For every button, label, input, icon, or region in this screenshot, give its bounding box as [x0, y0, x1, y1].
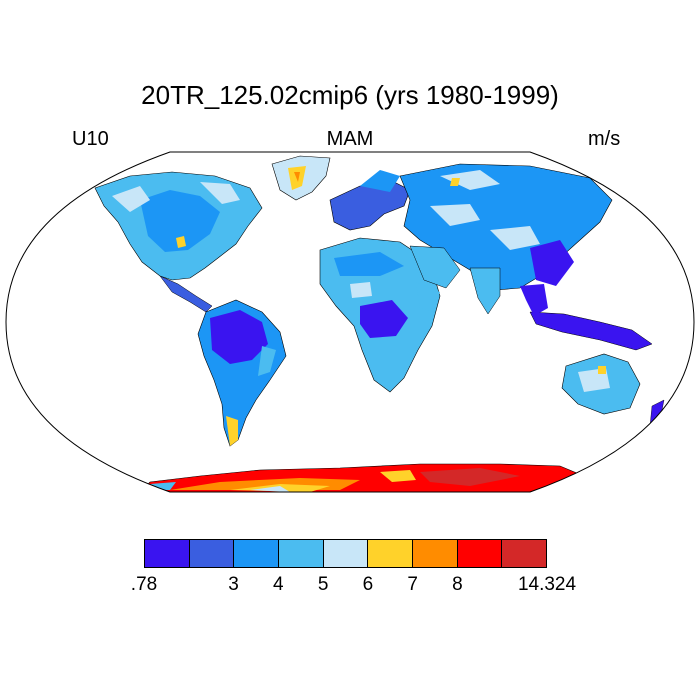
central-asia-light: [430, 204, 480, 226]
colorbar-box: [189, 540, 235, 567]
colorbar-tick-label: 5: [317, 574, 329, 595]
canada-high: [200, 182, 240, 204]
antarctica-yellow2: [380, 470, 416, 482]
colorbar-tick-label: 14.324: [517, 574, 577, 595]
sa-east: [258, 346, 276, 376]
scandinavia: [360, 170, 400, 192]
east-asia: [530, 240, 574, 286]
north-america-light: [112, 186, 150, 212]
units-label: m/s: [588, 128, 621, 150]
central-america: [159, 275, 213, 313]
arabia: [409, 245, 461, 289]
congo: [360, 300, 408, 338]
colorbar-box: [234, 540, 280, 567]
north-america-interior: [140, 190, 220, 252]
colorbar-tick-label: 3: [228, 574, 239, 595]
colorbar-box: [145, 540, 190, 567]
season-label: MAM: [326, 128, 374, 150]
siberia-yellow: [450, 178, 460, 186]
amazon: [210, 310, 268, 364]
sahara-light: [350, 282, 372, 298]
colorbar-box: [457, 540, 503, 567]
colorbar-tick-label: 6: [362, 574, 374, 595]
na-yellow: [176, 236, 186, 248]
colorbar-box: [368, 540, 414, 567]
indochina: [520, 284, 548, 316]
colorbar-box: [502, 540, 547, 567]
variable-label: U10: [72, 128, 109, 150]
india: [469, 267, 501, 315]
colorbar-tick-label: .78: [130, 574, 158, 595]
plot-title: 20TR_125.02cmip6 (yrs 1980-1999): [141, 80, 559, 110]
australia-yellow: [598, 366, 606, 374]
horn-of-africa: [416, 282, 440, 312]
colorbar-tick-label: 7: [407, 574, 418, 595]
colorbar-box: [279, 540, 324, 567]
sahara: [334, 252, 404, 276]
greenland-peak: [294, 172, 300, 182]
colorbar: [144, 539, 547, 568]
patagonia: [226, 416, 238, 446]
antarctica-light: [250, 486, 290, 492]
map-outline: [5, 151, 695, 493]
tibet-light: [490, 226, 540, 250]
colorbar-tick-label: 4: [273, 574, 284, 595]
antarctica-dark: [420, 468, 520, 486]
colorbar-box: [323, 540, 369, 567]
indonesia: [529, 311, 653, 351]
siberia-light: [440, 170, 500, 190]
colorbar-tick-label: 8: [452, 574, 463, 595]
colorbar-box: [413, 540, 458, 567]
